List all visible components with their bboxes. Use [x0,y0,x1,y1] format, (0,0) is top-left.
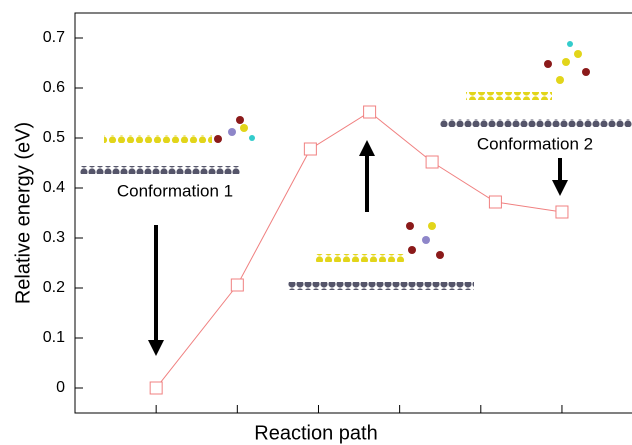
annotation: Conformation 1 [117,181,233,200]
y-tick-label: 0.5 [43,129,65,146]
atom [574,50,582,58]
y-tick-label: 0.6 [43,79,65,96]
atom [408,246,416,254]
data-point [426,156,438,168]
annotation: Conformation 2 [477,134,593,153]
atom [240,124,248,132]
molecule-chain [316,254,406,262]
y-tick-label: 0.7 [43,29,65,46]
x-axis-label: Reaction path [254,422,377,444]
y-axis-label: Relative energy (eV) [12,122,34,304]
atom [556,76,564,84]
data-point [150,382,162,394]
y-tick-label: 0.1 [43,329,65,346]
y-tick-label: 0.2 [43,279,65,296]
data-point [364,106,376,118]
atom [544,60,552,68]
graphene-sheet [80,166,240,174]
atom [422,236,430,244]
graphene-sheet [440,119,632,127]
data-point [231,279,243,291]
atom [582,68,590,76]
y-tick-label: 0.4 [43,179,65,196]
atom [567,41,573,47]
plot-frame [75,13,632,413]
data-point [489,196,501,208]
atom [436,251,444,259]
atom [428,222,436,230]
chart: Reaction path Relative energy (eV) Confo… [0,0,632,445]
atom [214,135,222,143]
molecule-chain [466,92,552,100]
atom [562,58,570,66]
atom [406,222,414,230]
atom [236,116,244,124]
atom [228,128,236,136]
atom [249,135,255,141]
data-point [556,206,568,218]
y-tick-label: 0 [56,379,65,396]
data-point [304,143,316,155]
graphene-sheet [288,282,474,290]
molecule-chain [104,135,212,143]
y-tick-label: 0.3 [43,229,65,246]
